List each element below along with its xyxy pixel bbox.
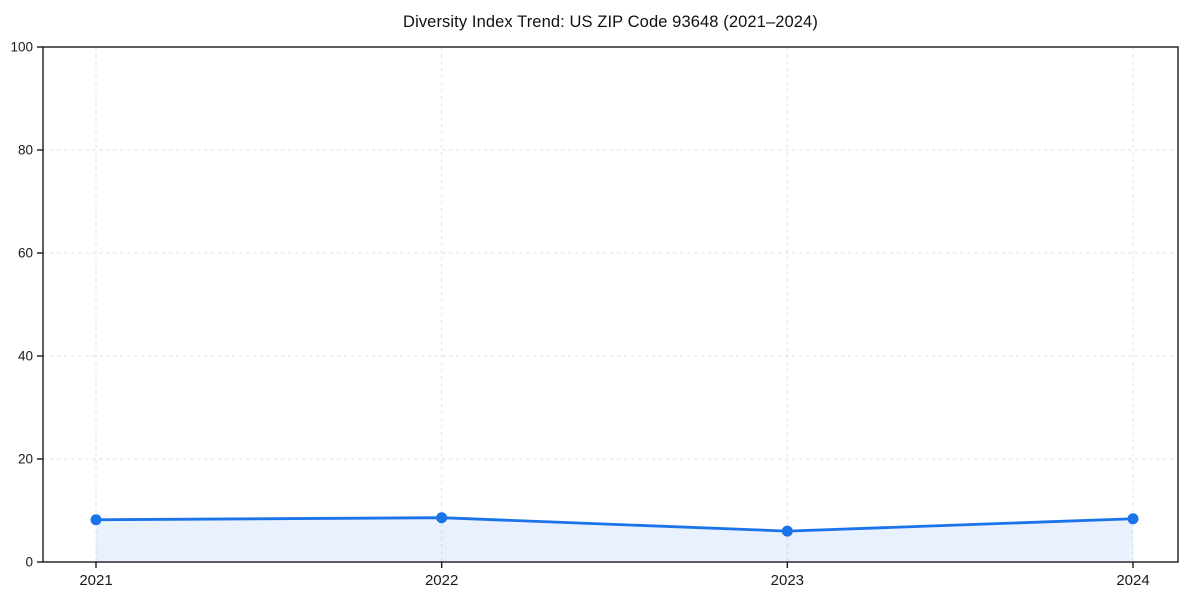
x-axis-tick-label: 2021 [79, 572, 112, 589]
data-point-2023 [781, 525, 793, 537]
y-axis-tick-label: 100 [10, 40, 33, 55]
x-axis-tick-label: 2024 [1116, 572, 1149, 589]
data-point-2021 [90, 514, 102, 526]
y-axis-tick-label: 80 [18, 143, 33, 158]
y-axis-tick-label: 20 [18, 452, 33, 467]
y-axis-tick-label: 0 [25, 555, 33, 570]
data-point-2024 [1127, 513, 1139, 525]
x-axis-tick-label: 2023 [771, 572, 804, 589]
trend-line [94, 516, 1135, 533]
data-point-2022 [436, 512, 448, 524]
plot-border [42, 46, 1179, 563]
x-axis-tick-label: 2022 [425, 572, 458, 589]
y-axis-tick-label: 60 [18, 246, 33, 261]
chart-title: Diversity Index Trend: US ZIP Code 93648… [403, 13, 818, 31]
y-axis-tick-label: 40 [18, 349, 33, 364]
